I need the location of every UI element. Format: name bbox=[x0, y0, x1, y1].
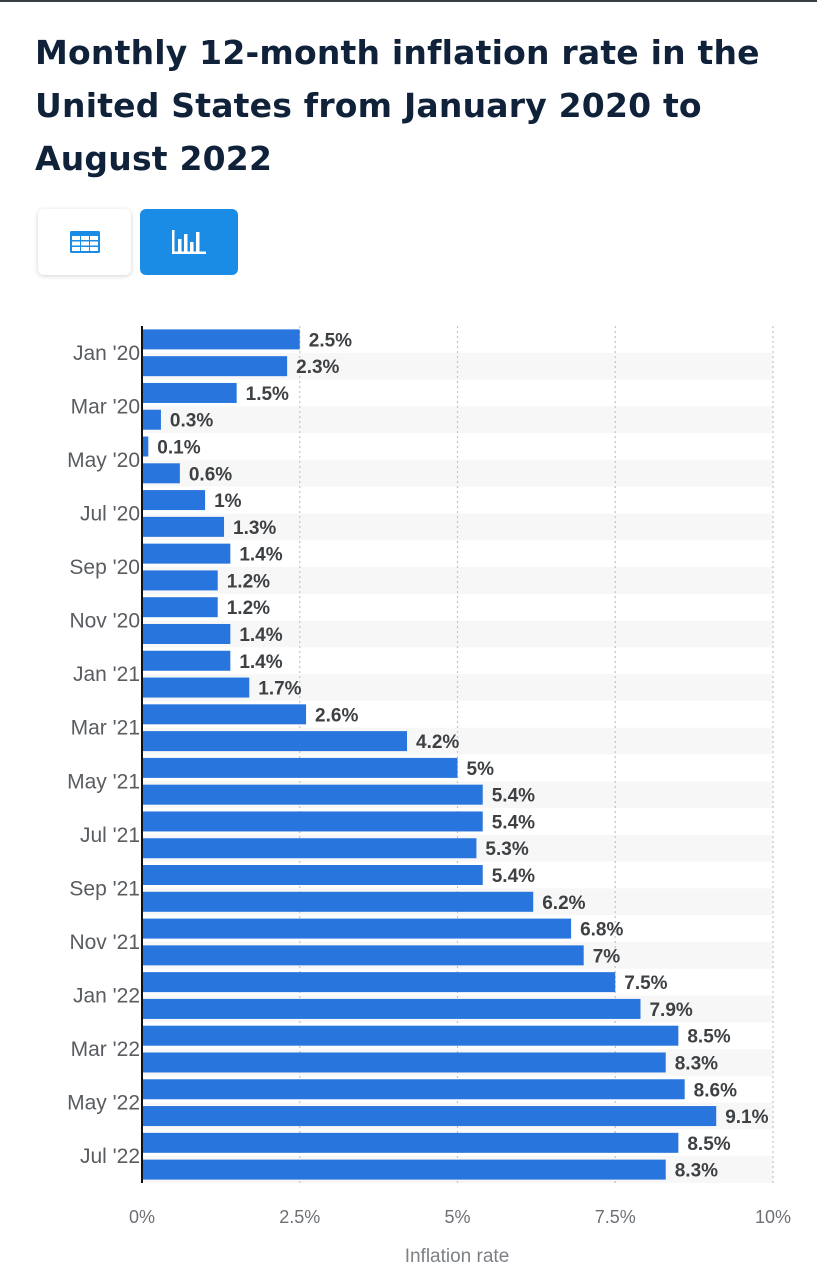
bar bbox=[143, 570, 218, 591]
bar bbox=[143, 436, 149, 457]
data-label: 9.1% bbox=[725, 1107, 768, 1128]
bar bbox=[143, 463, 180, 484]
bar bbox=[143, 811, 483, 832]
data-label: 8.5% bbox=[687, 1027, 730, 1048]
y-category-label: Sep '20 bbox=[69, 556, 140, 579]
data-label: 7.9% bbox=[649, 1000, 692, 1021]
y-category-label: Jul '22 bbox=[80, 1145, 140, 1168]
y-category-label: May '21 bbox=[67, 770, 140, 793]
y-category-label: Jan '20 bbox=[73, 342, 140, 365]
y-category-label: Jan '21 bbox=[73, 663, 140, 686]
y-category-label: Sep '21 bbox=[69, 877, 140, 900]
data-label: 2.3% bbox=[296, 357, 339, 378]
bar bbox=[143, 1052, 666, 1073]
y-category-label: May '22 bbox=[67, 1092, 140, 1115]
y-category-label: Nov '21 bbox=[69, 931, 140, 954]
data-label: 1.4% bbox=[239, 625, 282, 646]
bar bbox=[143, 784, 483, 805]
data-label: 1.2% bbox=[227, 571, 270, 592]
data-label: 8.3% bbox=[675, 1053, 718, 1074]
y-category-label: Nov '20 bbox=[69, 610, 140, 633]
data-label: 5.4% bbox=[492, 786, 535, 807]
bar bbox=[143, 329, 300, 350]
bar bbox=[143, 490, 206, 511]
row-band bbox=[142, 620, 773, 648]
data-label: 8.5% bbox=[687, 1134, 730, 1155]
data-label: 1.5% bbox=[246, 384, 289, 405]
data-label: 1.3% bbox=[233, 518, 276, 539]
table-grid-icon bbox=[69, 231, 100, 253]
x-tick-label: 2.5% bbox=[279, 1207, 320, 1227]
bar bbox=[143, 945, 584, 966]
data-label: 5.4% bbox=[492, 866, 535, 887]
data-label: 8.3% bbox=[675, 1161, 718, 1182]
data-label: 1% bbox=[214, 491, 242, 512]
data-label: 7.5% bbox=[624, 973, 667, 994]
data-label: 4.2% bbox=[416, 732, 459, 753]
bar bbox=[143, 1106, 717, 1127]
bar bbox=[143, 972, 616, 993]
bar bbox=[143, 731, 408, 752]
x-axis-title: Inflation rate bbox=[405, 1246, 510, 1267]
data-label: 8.6% bbox=[694, 1080, 737, 1101]
bar bbox=[143, 1025, 679, 1046]
data-label: 0.1% bbox=[157, 438, 200, 459]
bar bbox=[143, 704, 307, 725]
data-label: 5.3% bbox=[485, 839, 528, 860]
y-category-label: Jul '21 bbox=[80, 824, 140, 847]
data-label: 6.8% bbox=[580, 920, 623, 941]
table-view-button[interactable] bbox=[38, 209, 131, 275]
bar bbox=[143, 1079, 685, 1100]
bar bbox=[143, 650, 231, 671]
top-border bbox=[0, 0, 817, 2]
bar bbox=[143, 1159, 666, 1180]
bar bbox=[143, 838, 477, 859]
data-label: 7% bbox=[593, 946, 621, 967]
x-tick-label: 0% bbox=[129, 1207, 155, 1227]
bar bbox=[143, 865, 483, 886]
y-category-label: Jan '22 bbox=[73, 985, 140, 1008]
row-band bbox=[142, 406, 773, 434]
bar bbox=[143, 382, 237, 403]
bar bbox=[143, 891, 534, 912]
y-category-label: Mar '21 bbox=[71, 717, 140, 740]
bar bbox=[143, 1132, 679, 1153]
y-category-label: Mar '20 bbox=[71, 395, 140, 418]
bar bbox=[143, 918, 572, 939]
y-category-label: May '20 bbox=[67, 449, 140, 472]
bar bbox=[143, 597, 218, 618]
bar bbox=[143, 998, 641, 1019]
chart-view-button[interactable] bbox=[140, 209, 238, 275]
y-category-label: Mar '22 bbox=[71, 1038, 140, 1061]
bar bbox=[143, 409, 161, 430]
data-label: 1.7% bbox=[258, 679, 301, 700]
data-label: 6.2% bbox=[542, 893, 585, 914]
data-label: 5% bbox=[467, 759, 495, 780]
data-label: 1.4% bbox=[239, 652, 282, 673]
data-label: 0.6% bbox=[189, 464, 232, 485]
x-tick-label: 7.5% bbox=[595, 1207, 636, 1227]
y-category-label: Jul '20 bbox=[80, 502, 140, 525]
bar bbox=[143, 543, 231, 564]
bar bbox=[143, 623, 231, 644]
data-label: 1.2% bbox=[227, 598, 270, 619]
data-label: 1.4% bbox=[239, 545, 282, 566]
bar bbox=[143, 757, 458, 778]
bar bbox=[143, 677, 250, 698]
data-label: 2.6% bbox=[315, 705, 358, 726]
data-label: 2.5% bbox=[309, 330, 352, 351]
bar bbox=[143, 356, 288, 377]
bar bbox=[143, 516, 225, 537]
data-label: 0.3% bbox=[170, 411, 213, 432]
bar-chart-icon bbox=[172, 230, 206, 254]
chart-title: Monthly 12-month inflation rate in the U… bbox=[35, 33, 760, 178]
x-tick-label: 5% bbox=[444, 1207, 470, 1227]
x-tick-label: 10% bbox=[755, 1207, 791, 1227]
data-label: 5.4% bbox=[492, 812, 535, 833]
